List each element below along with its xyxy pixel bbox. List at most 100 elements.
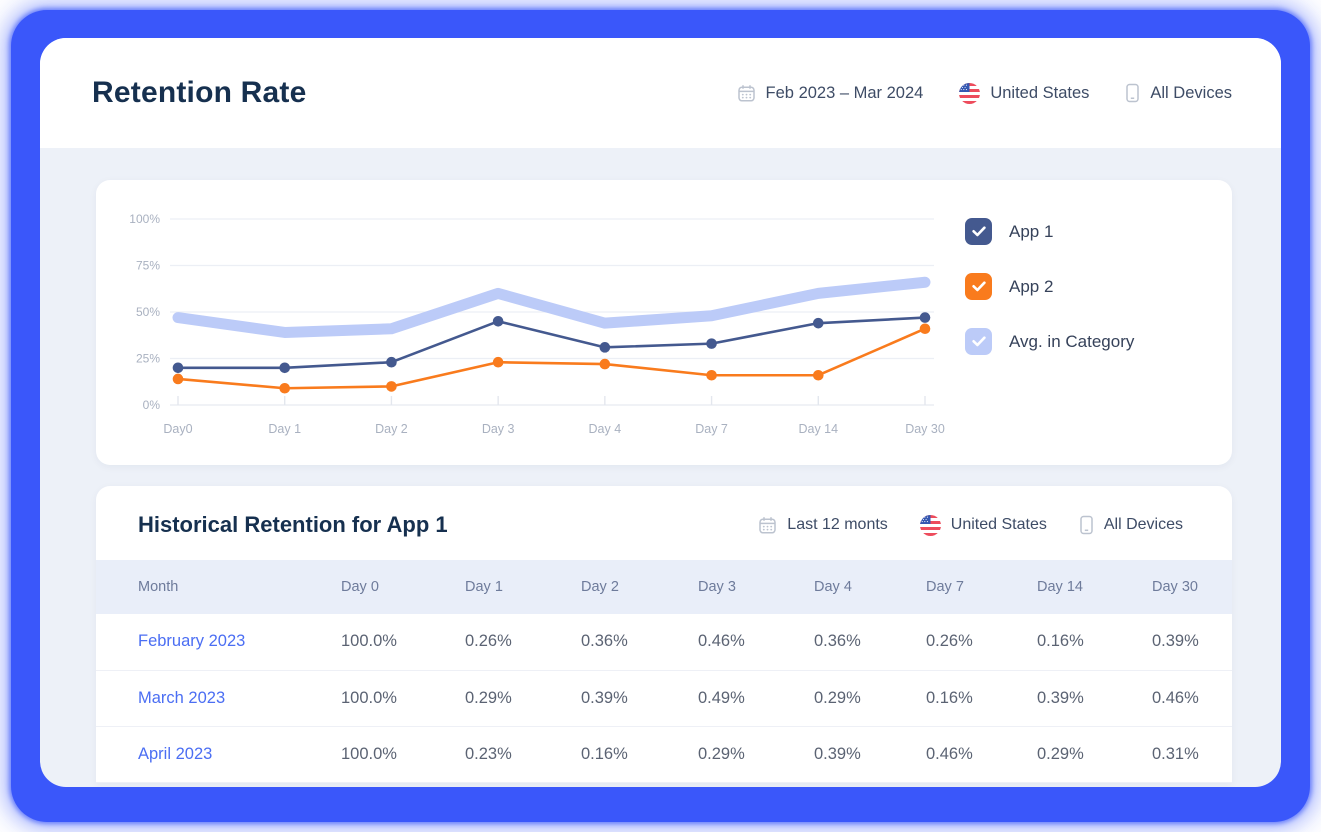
retention-value: 0.16% — [926, 670, 1037, 727]
retention-value: 0.29% — [698, 726, 814, 783]
table-country-filter[interactable]: United States — [919, 514, 1047, 536]
retention-value: 100.0% — [341, 614, 465, 671]
column-header-day-14: Day 14 — [1037, 560, 1152, 614]
retention-value: 0.46% — [698, 614, 814, 671]
chart-point-app-1[interactable] — [812, 317, 824, 329]
date-range-label: Feb 2023 – Mar 2024 — [765, 83, 924, 102]
country-label: United States — [990, 83, 1090, 102]
page-title: Retention Rate — [92, 76, 307, 109]
chart-point-app-2[interactable] — [172, 373, 184, 385]
legend-item-app-1[interactable]: App 1 — [965, 218, 1134, 245]
retention-value: 0.36% — [581, 614, 698, 671]
chart-point-app-2[interactable] — [279, 382, 291, 394]
devices-label: All Devices — [1150, 83, 1232, 102]
retention-chart-card: 0% 25% 50% 75% 100% Day0 Day 1 Day 2 Day 3 Day 4 D… — [96, 180, 1232, 465]
chart-point-app-2[interactable] — [919, 323, 931, 335]
column-header-month: Month — [96, 560, 341, 614]
retention-value: 0.26% — [926, 614, 1037, 671]
legend-item-avg-in-category[interactable]: Avg. in Category — [965, 328, 1134, 355]
y-axis-label: 50% — [136, 305, 160, 319]
dashboard-page: Retention Rate Feb — [40, 38, 1281, 787]
date-range-filter[interactable]: Feb 2023 – Mar 2024 — [737, 83, 924, 103]
calendar-icon — [759, 516, 777, 534]
y-axis-label: 25% — [136, 352, 160, 366]
column-header-day-2: Day 2 — [581, 560, 698, 614]
retention-value: 0.26% — [465, 614, 581, 671]
table-title: Historical Retention for App 1 — [138, 512, 448, 537]
table-filters: Last 12 monts — [758, 514, 1183, 536]
calendar-icon — [737, 84, 755, 102]
decorative-blue-frame: Retention Rate Feb — [11, 10, 1310, 822]
retention-table-body: February 2023 100.0% 0.26% 0.36% 0.46% 0.36% 0… — [96, 614, 1232, 783]
retention-value: 0.39% — [814, 726, 926, 783]
x-axis-label: Day 2 — [375, 422, 408, 436]
table-date-range-filter[interactable]: Last 12 monts — [758, 516, 888, 535]
chart-point-app-2[interactable] — [599, 358, 611, 370]
retention-value: 0.49% — [698, 670, 814, 727]
table-devices-label: All Devices — [1103, 516, 1183, 533]
chart-point-app-1[interactable] — [599, 342, 611, 353]
table-devices-filter[interactable]: All Devices — [1079, 515, 1183, 535]
mobile-device-icon — [1126, 83, 1140, 103]
x-axis-label: Day 14 — [798, 422, 838, 436]
month-link[interactable]: March 2023 — [96, 670, 341, 727]
retention-value: 100.0% — [341, 670, 465, 727]
retention-value: 0.29% — [814, 670, 926, 727]
mobile-device-icon — [1080, 515, 1093, 535]
month-link[interactable]: February 2023 — [96, 614, 341, 671]
series-line-app-2 — [177, 327, 926, 390]
table-row: April 2023 100.0% 0.23% 0.16% 0.29% 0.39% 0.46… — [96, 726, 1232, 783]
historical-retention-card: Historical Retention for App 1 — [96, 486, 1232, 783]
x-axis-label: Day 7 — [695, 422, 728, 436]
retention-value: 0.39% — [1037, 670, 1152, 727]
legend-checkbox-app-2[interactable] — [965, 273, 992, 300]
table-country-label: United States — [950, 516, 1047, 533]
retention-value: 0.16% — [581, 726, 698, 783]
retention-value: 0.46% — [1152, 670, 1232, 727]
retention-table-head: Month Day 0 Day 1 Day 2 Day 3 Day 4 Day 7 Day 1… — [96, 560, 1232, 614]
country-filter[interactable]: United States — [959, 82, 1090, 104]
chart-point-app-2[interactable] — [492, 356, 504, 368]
retention-value: 0.29% — [465, 670, 581, 727]
chart-point-app-1[interactable] — [386, 356, 397, 368]
chart-point-app-2[interactable] — [812, 369, 824, 381]
table-date-range-label: Last 12 monts — [787, 516, 888, 533]
x-axis-label: Day0 — [163, 422, 192, 436]
retention-value: 0.46% — [926, 726, 1037, 783]
month-link[interactable]: April 2023 — [96, 726, 341, 783]
chart-point-app-1[interactable] — [919, 312, 931, 323]
chart-point-app-1[interactable] — [172, 362, 184, 374]
series-band-avg-in-category — [172, 276, 931, 338]
chart-point-app-2[interactable] — [386, 381, 397, 392]
x-axis-label: Day 3 — [482, 422, 515, 436]
y-axis-label: 75% — [136, 259, 160, 273]
legend-checkbox-app-1[interactable] — [965, 218, 992, 245]
column-header-day-7: Day 7 — [926, 560, 1037, 614]
page-header: Retention Rate Feb — [40, 38, 1281, 148]
legend-item-app-2[interactable]: App 2 — [965, 273, 1134, 300]
legend-label: Avg. in Category — [1009, 331, 1135, 351]
retention-value: 0.23% — [465, 726, 581, 783]
column-header-day-30: Day 30 — [1152, 560, 1232, 614]
us-flag-icon — [959, 82, 981, 104]
retention-value: 0.31% — [1152, 726, 1232, 783]
chart-point-app-2[interactable] — [706, 369, 717, 381]
chart-point-app-1[interactable] — [492, 316, 504, 327]
series-line-app-1 — [178, 316, 926, 370]
retention-value: 100.0% — [341, 726, 465, 783]
x-axis-label: Day 1 — [268, 422, 301, 436]
retention-chart: 0% 25% 50% 75% 100% Day0 Day 1 Day 2 Day 3 Day 4 D… — [129, 212, 945, 436]
chart-legend: App 1 App 2 Avg. in Category — [965, 218, 1134, 355]
devices-filter[interactable]: All Devices — [1125, 83, 1232, 103]
retention-table: Month Day 0 Day 1 Day 2 Day 3 Day 4 Day 7 Day 1… — [96, 560, 1232, 783]
retention-value: 0.36% — [814, 614, 926, 671]
header-row: Month Day 0 Day 1 Day 2 Day 3 Day 4 Day 7 Day 1… — [96, 560, 1232, 614]
legend-checkbox-avg-in-category[interactable] — [965, 328, 992, 355]
chart-point-app-1[interactable] — [279, 362, 291, 374]
chart-point-app-1[interactable] — [706, 338, 717, 349]
legend-label: App 2 — [1009, 276, 1054, 296]
legend-label: App 1 — [1009, 221, 1054, 241]
column-header-day-4: Day 4 — [814, 560, 926, 614]
retention-value: 0.39% — [581, 670, 698, 727]
